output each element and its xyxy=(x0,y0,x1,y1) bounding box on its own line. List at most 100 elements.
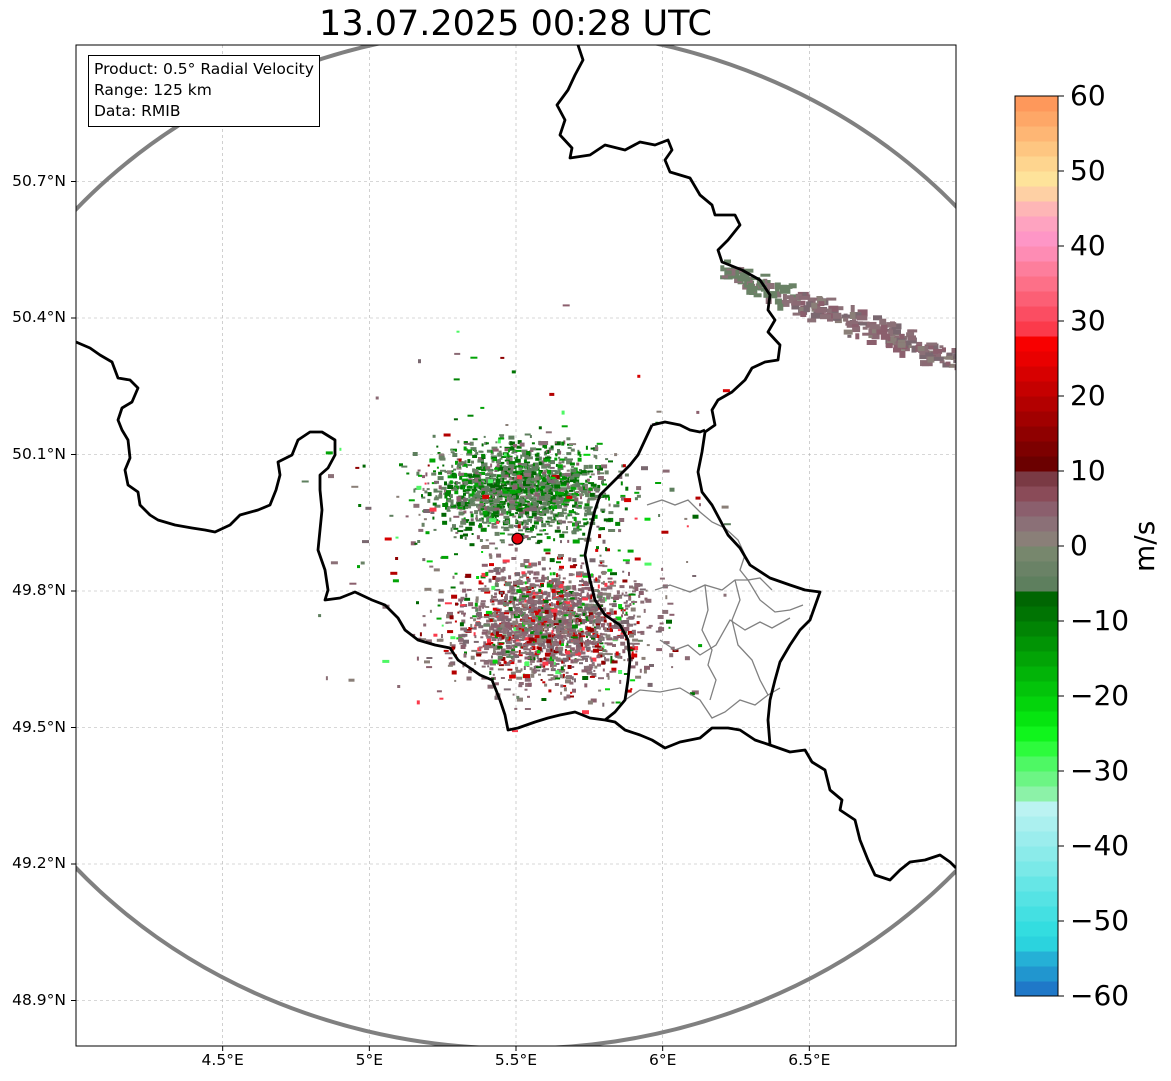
echo-gate xyxy=(542,641,545,646)
echo-gate xyxy=(541,441,549,445)
echo-gate xyxy=(423,518,427,521)
echo-gate xyxy=(355,466,360,469)
echo-gate xyxy=(451,644,456,649)
echo-gate xyxy=(885,343,893,349)
echo-gate xyxy=(318,614,322,618)
echo-gate xyxy=(580,491,588,494)
echo-gate xyxy=(541,509,548,513)
echo-gate xyxy=(559,533,565,538)
echo-gate xyxy=(533,462,539,466)
echo-gate xyxy=(507,650,513,653)
echo-gate xyxy=(556,599,562,603)
echo-gate xyxy=(570,614,573,617)
echo-gate xyxy=(408,499,415,502)
echo-gate xyxy=(495,465,498,468)
echo-gate xyxy=(532,626,536,630)
echo-gate xyxy=(507,502,512,507)
echo-gate xyxy=(585,658,588,662)
echo-gate xyxy=(483,641,487,646)
echo-gate xyxy=(529,435,532,438)
echo-gate xyxy=(513,467,517,470)
echo-gate xyxy=(593,669,596,672)
colorbar-swatch xyxy=(1015,876,1058,892)
echo-gate xyxy=(502,566,506,571)
echo-gate xyxy=(500,356,505,359)
echo-gate xyxy=(422,475,425,479)
echo-gate xyxy=(508,464,515,469)
echo-gate xyxy=(449,642,452,646)
colorbar-swatch xyxy=(1015,381,1058,397)
echo-gate xyxy=(481,453,486,458)
echo-gate xyxy=(576,525,580,529)
echo-gate xyxy=(542,661,549,666)
colorbar-swatch xyxy=(1015,321,1058,337)
echo-gate xyxy=(527,485,533,488)
echo-gate xyxy=(505,618,512,622)
echo-gate xyxy=(795,293,802,300)
echo-gate xyxy=(606,548,610,552)
echo-gate xyxy=(497,655,503,659)
echo-gate xyxy=(636,494,641,498)
echo-gate xyxy=(542,475,546,479)
echo-gate xyxy=(573,564,578,567)
echo-gate xyxy=(524,487,528,490)
echo-gate xyxy=(501,481,506,485)
echo-gate xyxy=(504,459,510,462)
echo-gate xyxy=(510,590,515,593)
echo-gate xyxy=(586,592,589,596)
echo-gate xyxy=(843,329,853,335)
echo-gate xyxy=(472,455,478,458)
echo-gate xyxy=(686,561,689,563)
echo-gate xyxy=(471,533,474,535)
echo-gate xyxy=(618,607,624,610)
echo-gate xyxy=(520,600,525,603)
echo-gate xyxy=(626,617,633,620)
echo-gate xyxy=(553,538,556,542)
echo-gate xyxy=(485,643,492,647)
radar-site-marker[interactable] xyxy=(511,532,524,545)
echo-gate xyxy=(560,595,562,598)
echo-gate xyxy=(515,456,518,459)
echo-gate xyxy=(463,441,468,445)
echo-gate xyxy=(548,521,555,524)
echo-gate xyxy=(604,582,608,587)
echo-gate xyxy=(571,624,578,629)
echo-gate xyxy=(489,626,495,631)
echo-gate xyxy=(573,632,575,636)
echo-gate xyxy=(557,635,564,639)
echo-gate xyxy=(528,516,534,519)
echo-gate xyxy=(590,447,595,450)
colorbar-swatch xyxy=(1015,936,1058,952)
echo-gate xyxy=(489,618,493,622)
echo-gate xyxy=(580,564,583,569)
echo-gate xyxy=(608,496,610,501)
echo-gate xyxy=(506,655,513,658)
echo-gate xyxy=(619,585,625,589)
echo-gate xyxy=(512,495,516,498)
echo-gate xyxy=(645,598,652,603)
echo-gate xyxy=(564,592,570,596)
echo-gate xyxy=(622,570,625,573)
echo-gate xyxy=(597,613,601,618)
echo-gate xyxy=(459,475,463,480)
echo-gate xyxy=(541,635,548,639)
echo-gate xyxy=(518,529,523,532)
echo-gate xyxy=(440,469,446,472)
echo-gate xyxy=(491,655,493,659)
echo-gate xyxy=(495,571,501,575)
axis-ticks xyxy=(71,181,810,1051)
echo-gate xyxy=(581,562,585,565)
echo-gate xyxy=(541,630,544,633)
echo-gate xyxy=(564,594,571,597)
echo-gate xyxy=(532,616,539,619)
echo-gate xyxy=(579,608,582,611)
echo-gate xyxy=(569,681,574,685)
echo-gate xyxy=(505,424,509,426)
echo-gate xyxy=(365,506,372,510)
echo-gate xyxy=(925,352,935,357)
echo-gate xyxy=(453,515,460,518)
echo-gate xyxy=(569,479,576,483)
echo-gate xyxy=(598,564,605,567)
echo-gate xyxy=(558,519,563,523)
